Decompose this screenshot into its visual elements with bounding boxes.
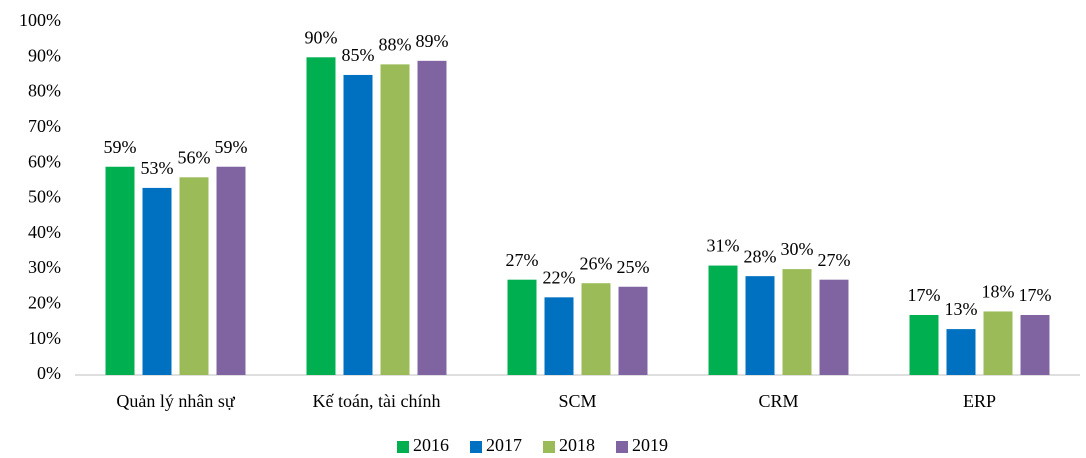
value-label: 27% [506,250,539,270]
bar [946,329,976,375]
y-tick-label: 40% [28,222,61,242]
legend-swatch [616,441,628,453]
legend-swatch [470,441,482,453]
y-tick-label: 30% [28,257,61,277]
y-tick-label: 90% [28,45,61,65]
legend-label: 2016 [413,435,449,455]
bar [343,74,373,375]
legend-label: 2018 [559,435,595,455]
value-label: 13% [945,299,978,319]
value-label: 56% [178,147,211,167]
y-tick-label: 0% [37,363,61,383]
value-label: 53% [141,158,174,178]
value-label: 31% [707,236,740,256]
value-label: 18% [982,282,1015,302]
value-label: 88% [379,34,412,54]
bar [782,269,812,375]
y-tick-label: 10% [28,328,61,348]
y-tick-label: 80% [28,81,61,101]
value-label: 30% [781,239,814,259]
bar [745,276,775,375]
value-label: 22% [543,267,576,287]
value-label: 17% [908,285,941,305]
bar [618,286,648,375]
bar [1020,314,1050,375]
bar [983,311,1013,375]
legend-swatch [543,441,555,453]
x-tick-label: SCM [558,391,596,411]
legend-label: 2019 [632,435,668,455]
bar [909,314,939,375]
value-label: 85% [342,45,375,65]
x-tick-label: CRM [758,391,798,411]
bar [708,265,738,375]
value-label: 25% [617,257,650,277]
y-tick-label: 70% [28,116,61,136]
value-label: 90% [305,27,338,47]
x-tick-label: Kế toán, tài chính [313,391,441,411]
value-label: 17% [1019,285,1052,305]
y-tick-label: 100% [19,10,61,30]
value-label: 59% [215,137,248,157]
bar [581,283,611,375]
value-label: 59% [104,137,137,157]
value-label: 28% [744,246,777,266]
bar [216,166,246,375]
bar [507,279,537,375]
bar [105,166,135,375]
legend-label: 2017 [486,435,522,455]
bar [417,60,447,376]
value-label: 26% [580,253,613,273]
x-tick-label: ERP [963,391,996,411]
bar [179,177,209,375]
y-tick-label: 50% [28,187,61,207]
value-label: 89% [416,31,449,51]
bar [306,57,336,376]
y-tick-label: 20% [28,293,61,313]
bar [380,64,410,376]
bar [142,187,172,375]
legend-swatch [397,441,409,453]
y-tick-label: 60% [28,151,61,171]
x-tick-label: Quản lý nhân sự [116,391,235,411]
value-label: 27% [818,250,851,270]
bar [819,279,849,375]
bar [544,297,574,375]
